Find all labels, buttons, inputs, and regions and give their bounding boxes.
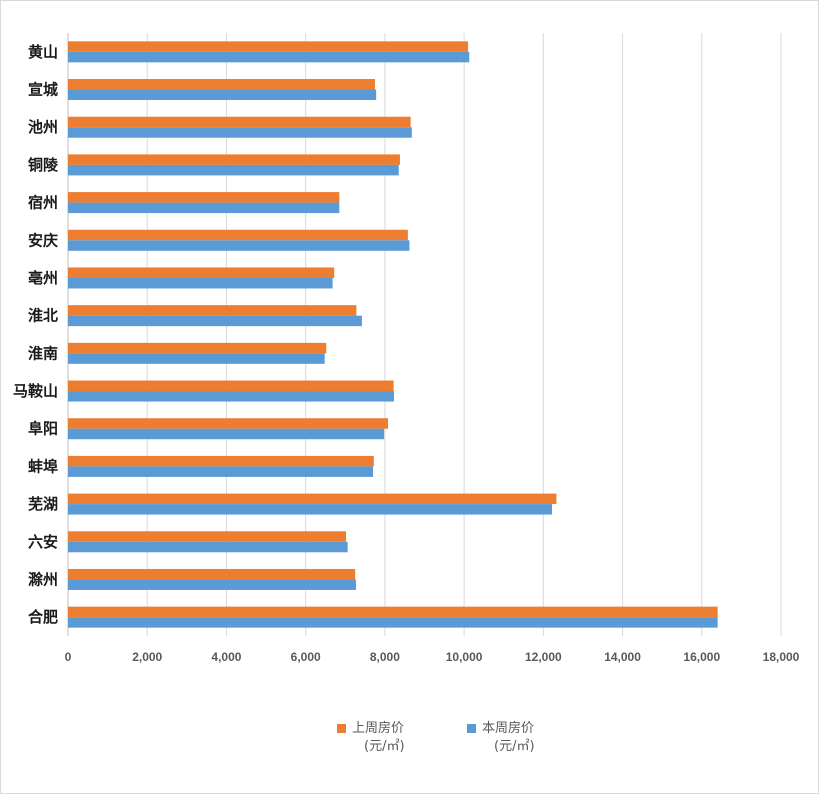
legend-swatch-this-week bbox=[467, 724, 476, 733]
legend-swatch-last-week bbox=[337, 724, 346, 733]
bar bbox=[68, 267, 335, 278]
x-tick-label: 16,000 bbox=[683, 650, 720, 664]
category-label: 宣城 bbox=[28, 81, 58, 99]
bar bbox=[68, 504, 553, 515]
legend-label-this-week: 本周房价 bbox=[482, 721, 535, 736]
bar bbox=[68, 418, 389, 429]
legend-item-last-week: 上周房价 (元/㎡) bbox=[337, 720, 405, 756]
bar bbox=[68, 541, 348, 553]
bar bbox=[68, 277, 333, 289]
category-label: 宿州 bbox=[28, 194, 58, 212]
bar bbox=[68, 192, 340, 203]
x-tick-label: 18,000 bbox=[763, 650, 800, 664]
category-label: 马鞍山 bbox=[13, 382, 58, 400]
category-label: 芜湖 bbox=[28, 495, 58, 513]
bar bbox=[68, 380, 394, 392]
bar bbox=[68, 315, 362, 327]
bar bbox=[68, 202, 340, 214]
bar bbox=[68, 531, 347, 542]
category-label: 池州 bbox=[28, 118, 58, 136]
x-tick-label: 4,000 bbox=[211, 650, 241, 664]
category-label: 铜陵 bbox=[28, 156, 59, 174]
bar bbox=[68, 342, 327, 354]
bar bbox=[68, 617, 718, 628]
bar bbox=[68, 428, 385, 440]
bar bbox=[68, 41, 469, 52]
category-label: 安庆 bbox=[28, 231, 58, 249]
category-label: 六安 bbox=[28, 533, 58, 551]
bar bbox=[68, 164, 399, 176]
category-label: 亳州 bbox=[28, 269, 58, 287]
bar bbox=[68, 305, 357, 316]
x-tick-label: 0 bbox=[65, 650, 72, 664]
bar bbox=[68, 466, 374, 477]
bar bbox=[68, 579, 356, 590]
category-label: 阜阳 bbox=[28, 420, 58, 438]
category-label: 合肥 bbox=[27, 608, 58, 626]
bar bbox=[68, 493, 557, 505]
bar bbox=[68, 391, 394, 402]
x-tick-label: 8,000 bbox=[370, 650, 400, 664]
category-label: 淮南 bbox=[28, 344, 58, 362]
bar bbox=[68, 606, 718, 618]
category-label: 淮北 bbox=[28, 307, 58, 325]
bar bbox=[68, 240, 410, 251]
category-label: 蚌埠 bbox=[28, 457, 58, 475]
category-label: 黄山 bbox=[28, 43, 58, 61]
bar bbox=[68, 116, 411, 128]
bar bbox=[68, 568, 356, 580]
legend-label-last-week: 上周房价 bbox=[352, 721, 405, 736]
bar bbox=[68, 51, 470, 63]
bar bbox=[68, 79, 375, 90]
legend-item-this-week: 本周房价 (元/㎡) bbox=[467, 720, 535, 756]
bar bbox=[68, 353, 325, 364]
category-label: 滁州 bbox=[28, 570, 58, 588]
bar bbox=[68, 127, 412, 138]
bar bbox=[68, 229, 408, 241]
legend-unit-this-week: (元/㎡) bbox=[494, 739, 535, 754]
x-tick-label: 10,000 bbox=[446, 650, 483, 664]
bar bbox=[68, 455, 374, 467]
x-tick-label: 14,000 bbox=[604, 650, 641, 664]
legend-unit-last-week: (元/㎡) bbox=[364, 739, 405, 754]
bar bbox=[68, 154, 400, 165]
x-tick-label: 12,000 bbox=[525, 650, 562, 664]
x-tick-label: 2,000 bbox=[132, 650, 162, 664]
bar bbox=[68, 89, 377, 101]
x-tick-label: 6,000 bbox=[291, 650, 321, 664]
